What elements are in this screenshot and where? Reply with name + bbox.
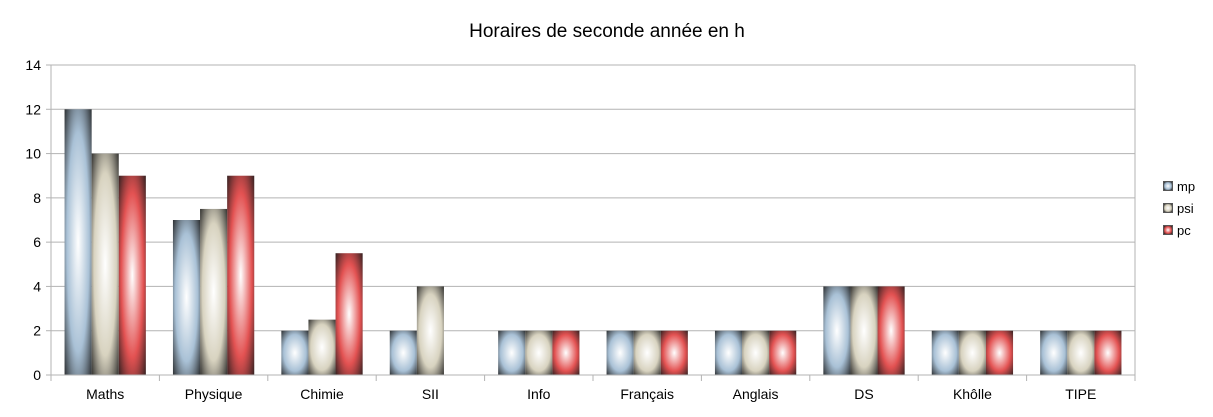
legend-item-pc: pc [1163,219,1195,241]
bar-mp-7 [823,286,851,375]
bar-psi-9 [1067,330,1095,375]
legend-label: pc [1177,222,1191,238]
bar-psi-7 [850,286,878,375]
bar-pc-7 [877,286,905,375]
bar-mp-5 [606,330,634,375]
bar-pc-9 [1094,330,1122,375]
bar-mp-8 [931,330,959,375]
bar-psi-4 [525,330,553,375]
axes [50,65,1136,376]
bar-pc-0 [118,175,146,375]
legend-swatch [1163,203,1173,213]
bar-pc-8 [985,330,1014,375]
legend-label: psi [1177,200,1194,216]
bar-psi-5 [633,330,661,375]
x-tick-label: TIPE [1065,386,1096,402]
bar-mp-6 [714,330,743,375]
chart-title: Horaires de seconde année en h [469,21,745,42]
y-tick-label: 4 [33,278,41,294]
y-tick-label: 8 [33,190,41,206]
y-tick-label: 2 [33,323,41,339]
bar-mp-1 [172,220,201,375]
legend: mp psi pc [1163,175,1195,241]
bar-mp-3 [389,330,417,375]
bar-pc-4 [552,330,580,375]
bar-mp-0 [64,109,92,376]
x-tick-label: Anglais [733,386,779,402]
bar-mp-4 [498,330,526,375]
bar-psi-1 [200,208,228,375]
x-tick-label: Physique [185,386,243,402]
y-tick-label: 0 [33,367,41,383]
bar-psi-3 [416,286,444,375]
x-tick-label: Maths [86,386,124,402]
bar-mp-9 [1040,330,1068,375]
y-axis-ticks: 0 2 4 6 8 10 12 14 [25,57,51,383]
x-tick-label: SII [422,386,439,402]
x-tick-label: DS [854,386,873,402]
y-tick-label: 6 [33,234,41,250]
bar-psi-0 [91,153,119,375]
bar-psi-2 [308,319,336,375]
bar-psi-8 [958,330,986,375]
legend-item-psi: psi [1163,197,1195,219]
bars [64,109,1122,376]
y-tick-label: 12 [25,101,41,117]
bar-pc-6 [769,330,797,375]
x-tick-label: Français [620,386,674,402]
bar-mp-2 [281,330,309,375]
x-tick-label: Chimie [300,386,344,402]
bar-pc-2 [335,253,363,375]
bar-pc-5 [660,330,688,375]
bar-pc-1 [227,175,255,375]
y-tick-label: 10 [25,146,41,162]
x-tick-label: Info [527,386,551,402]
x-tick-label: Khôlle [953,386,992,402]
legend-item-mp: mp [1163,175,1195,197]
bar-psi-6 [742,330,770,375]
y-tick-label: 14 [25,57,41,73]
legend-swatch [1163,181,1173,191]
x-axis-ticks: Maths Physique Chimie SII Info Français Anglai… [50,375,1136,402]
legend-label: mp [1177,178,1196,194]
legend-swatch [1163,225,1173,235]
